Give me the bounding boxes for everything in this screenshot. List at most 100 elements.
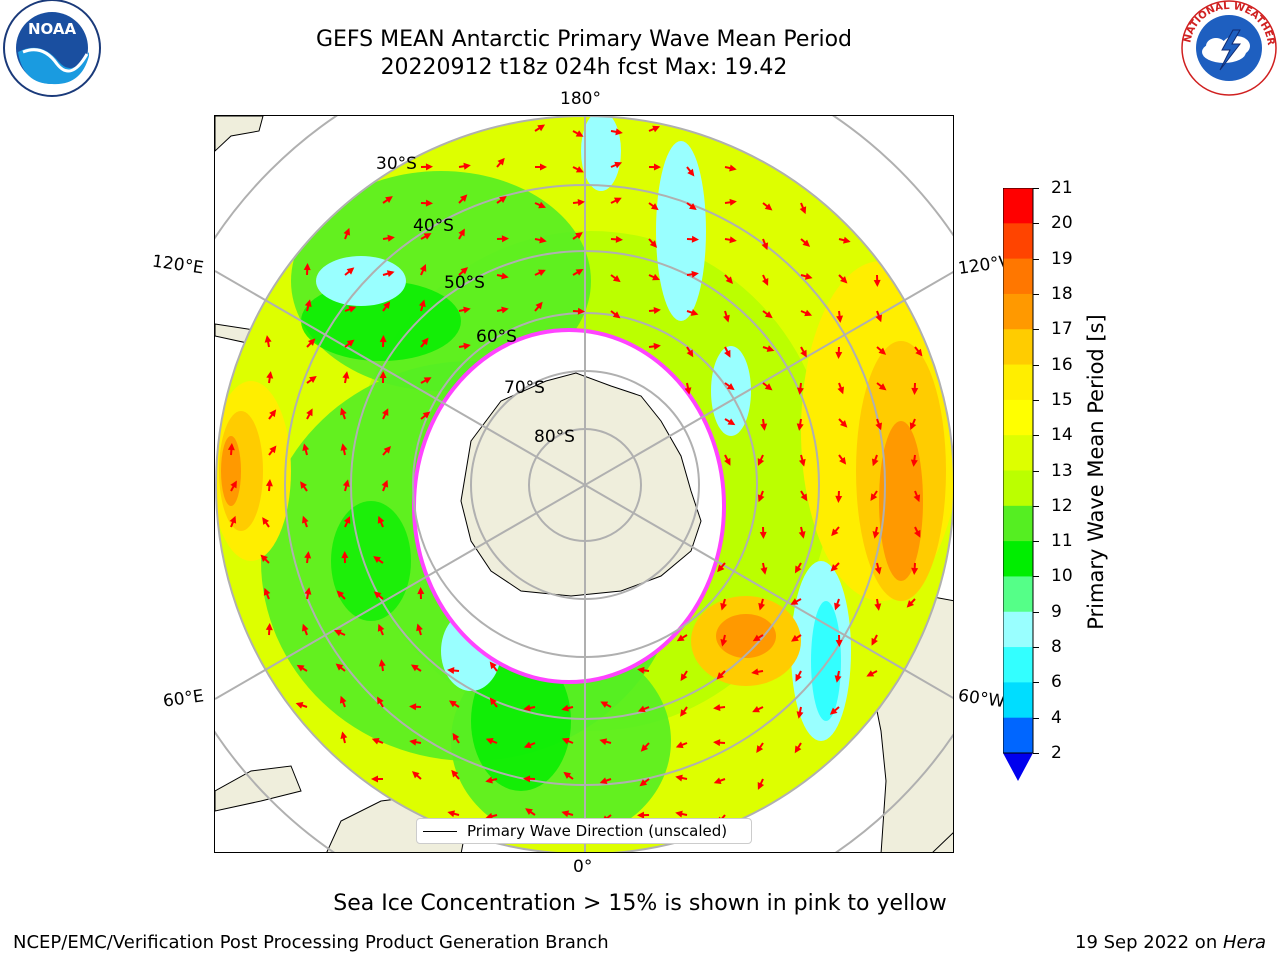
wave-arrow-head [798, 458, 806, 467]
wave-arrow-head [300, 481, 307, 489]
wave-arrow-head [796, 711, 804, 719]
colorbar [1003, 188, 1034, 781]
wave-arrow-head [612, 275, 621, 283]
wave-arrow-head [690, 309, 699, 316]
colorbar-tick-mark [1033, 435, 1039, 437]
colorbar-tick-mark [1033, 647, 1039, 649]
wave-arrow-head [831, 528, 839, 537]
wave-arrow-head [759, 531, 767, 539]
wave-arrow-head [804, 272, 813, 280]
wave-arrow-head [537, 124, 546, 132]
wave-arrow-head [713, 777, 722, 785]
wave-arrow-head [790, 598, 799, 605]
wave-arrow-head [577, 199, 585, 206]
wave-arrow-head [447, 810, 456, 818]
lat-label-60s: 60°S [476, 327, 517, 347]
colorbar-label: Primary Wave Mean Period [s] [1084, 314, 1108, 630]
wave-arrow-head [302, 515, 309, 524]
wave-arrow-head [689, 203, 697, 211]
colorbar-tick-mark [1033, 541, 1039, 543]
noaa-logo: NOAA [3, 0, 101, 97]
wave-arrow-head [377, 515, 385, 524]
wave-arrow-head [458, 228, 465, 237]
wave-arrow-head [539, 236, 547, 244]
wave-arrow-head [265, 623, 273, 631]
colorbar-segment [1003, 611, 1033, 648]
wave-arrow-head [713, 704, 721, 712]
wave-arrow-head [764, 383, 773, 391]
wave-arrow-head [304, 299, 312, 308]
wave-arrow-head [423, 233, 432, 240]
wave-arrow-head [834, 675, 842, 683]
wave-arrow-head [800, 493, 808, 502]
wave-arrow-head [686, 349, 694, 358]
colorbar-segment [1003, 223, 1033, 260]
wave-arrow-head [615, 128, 623, 136]
colorbar-tick-mark [1033, 505, 1039, 507]
legend-label: Primary Wave Direction (unscaled) [467, 822, 728, 840]
wave-arrow-head [339, 695, 347, 704]
lat-label-50s: 50°S [444, 273, 485, 293]
wave-arrow-head [729, 236, 737, 244]
polar-map[interactable]: 30°S 40°S 50°S 60°S 70°S 80°S [215, 116, 954, 853]
wave-arrow-head [758, 602, 765, 611]
wave-arrow-head [417, 587, 425, 595]
wave-arrow-head [653, 342, 661, 350]
machine-name: Hera [1222, 932, 1266, 953]
wave-arrow-head [341, 551, 349, 559]
colorbar-tick-label: 2 [1051, 743, 1062, 763]
map-panel[interactable]: 30°S 40°S 50°S 60°S 70°S 80°S [214, 115, 954, 853]
colorbar-tick-mark [1033, 753, 1039, 754]
wave-arrow-head [348, 305, 357, 313]
wave-arrow-head [264, 335, 272, 343]
wave-arrow-head [680, 673, 688, 682]
wave-arrow-head [485, 812, 494, 820]
colorbar-tick-label: 11 [1051, 531, 1073, 552]
wave-arrow-head [418, 299, 426, 308]
wave-arrow-head [373, 556, 381, 563]
wave-arrow-head [463, 162, 471, 170]
wave-arrow-head [878, 347, 887, 355]
wave-arrow-head [385, 196, 393, 204]
colorbar-tick-label: 9 [1051, 601, 1062, 622]
wave-arrow-head [577, 307, 585, 315]
wave-arrow-head [676, 634, 685, 642]
wave-arrow-head [563, 771, 572, 779]
wave-arrow-head [425, 199, 433, 207]
colorbar-tick-mark [1033, 682, 1039, 684]
colorbar-tick-mark [1033, 329, 1039, 331]
latitude-labels: 30°S 40°S 50°S 60°S 70°S 80°S [376, 154, 575, 447]
wave-arrow-head [561, 810, 570, 818]
wave-arrow-head [410, 664, 419, 672]
wave-arrow-head [382, 408, 389, 417]
wave-arrow-head [227, 443, 235, 451]
colorbar-tick-label: 18 [1051, 283, 1073, 304]
noaa-logo-text: NOAA [28, 20, 77, 38]
wave-arrow-head [796, 387, 804, 395]
wave-arrow-head [342, 479, 350, 488]
wave-arrow-head [296, 664, 305, 672]
wave-arrow-head [875, 422, 882, 431]
wave-arrow-head [575, 166, 584, 173]
wave-arrow-head [535, 301, 543, 310]
colorbar-tick-label: 8 [1051, 637, 1062, 658]
wave-arrow-head [263, 587, 271, 596]
wave-arrow-head [915, 348, 923, 357]
wave-arrow-head [501, 235, 509, 243]
colorbar-segment [1003, 682, 1033, 719]
wave-arrow-head [717, 564, 725, 573]
branch-credit: NCEP/EMC/Verification Post Processing Pr… [13, 932, 609, 953]
wave-arrow-head [839, 456, 847, 465]
wave-arrow-head [761, 242, 769, 251]
wave-arrow-head [724, 457, 731, 466]
wave-arrow-head [343, 516, 351, 524]
wave-arrow-head [799, 206, 807, 215]
wave-arrow-head [796, 423, 804, 431]
wave-arrow-head [910, 459, 918, 467]
wave-arrow-head [523, 775, 531, 783]
wave-arrow-head [489, 697, 497, 706]
wave-arrow-head [378, 659, 386, 667]
wave-arrow-head [837, 386, 845, 395]
colorbar-segment [1003, 329, 1033, 366]
wave-arrow-head [713, 739, 721, 747]
